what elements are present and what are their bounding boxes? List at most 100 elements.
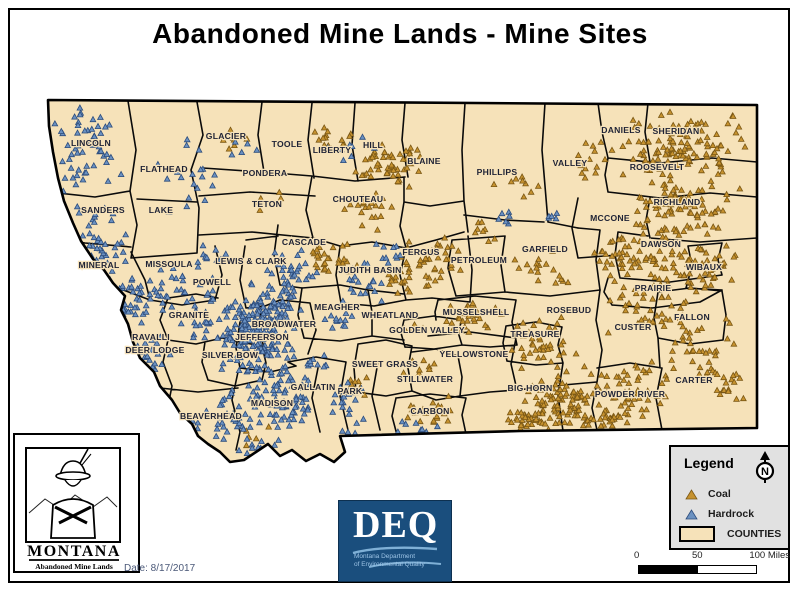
mine-site-coal (431, 277, 439, 284)
mine-site-coal (703, 139, 711, 147)
mine-site-coal (532, 415, 540, 422)
mine-site-hardrock (209, 279, 216, 286)
mine-site-coal (386, 280, 394, 287)
mine-site-hardrock (189, 170, 196, 177)
mine-site-hardrock (105, 299, 113, 307)
mine-site-coal (684, 120, 692, 127)
mine-site-coal (635, 394, 643, 401)
mine-site-coal (682, 327, 690, 334)
mine-site-hardrock (133, 362, 141, 369)
mine-site-hardrock (231, 320, 239, 328)
mine-site-hardrock (197, 165, 205, 173)
legend-title: Legend (684, 455, 734, 471)
mine-site-hardrock (235, 402, 243, 410)
mine-site-hardrock (90, 313, 98, 320)
county-label: BEAVERHEAD (180, 411, 242, 421)
mine-site-coal (692, 287, 700, 295)
county-label: DANIELS (601, 125, 640, 135)
mine-site-hardrock (398, 417, 406, 425)
mine-site-coal (668, 144, 675, 152)
mine-site-hardrock (89, 316, 96, 323)
mine-site-coal (433, 244, 441, 251)
county-label: GOLDEN VALLEY (389, 325, 465, 335)
mine-site-hardrock (69, 258, 76, 266)
mine-site-coal (422, 272, 430, 279)
mine-site-coal (634, 376, 642, 383)
mine-site-hardrock (142, 346, 150, 354)
mine-site-hardrock (243, 449, 251, 456)
mine-site-hardrock (340, 393, 348, 400)
mine-site-hardrock (264, 318, 272, 325)
mine-site-coal (536, 386, 544, 393)
mine-site-coal (361, 391, 369, 398)
mine-site-coal (687, 117, 695, 124)
mine-site-hardrock (199, 241, 207, 249)
mine-site-coal (368, 213, 376, 220)
mine-site-coal (256, 206, 264, 213)
mine-site-hardrock (280, 279, 288, 287)
mine-site-coal (621, 409, 629, 416)
mine-site-coal (638, 405, 646, 413)
mine-site-hardrock (256, 418, 263, 426)
mine-site-coal (425, 365, 433, 372)
mine-site-hardrock (153, 339, 161, 346)
county-label: POWDER RIVER (595, 389, 666, 399)
mine-site-coal (447, 261, 455, 268)
mine-site-hardrock (364, 260, 371, 267)
mine-site-coal (407, 159, 415, 167)
mine-site-hardrock (151, 359, 159, 367)
mine-site-coal (444, 417, 452, 424)
mine-site-hardrock (97, 129, 105, 136)
mine-site-hardrock (392, 252, 400, 259)
mine-site-hardrock (231, 313, 239, 320)
mine-site-hardrock (221, 341, 229, 348)
mine-site-coal (595, 401, 603, 408)
mine-site-coal (629, 155, 637, 162)
mine-site-hardrock (274, 260, 282, 268)
mine-site-coal (405, 268, 413, 275)
county-label: LEWIS & CLARK (215, 256, 287, 266)
mine-site-coal (716, 390, 724, 397)
mine-site-coal (662, 315, 670, 322)
mine-site-coal (440, 409, 448, 417)
mine-site-hardrock (267, 368, 275, 375)
mine-site-coal (684, 278, 692, 285)
mine-site-coal (684, 132, 692, 140)
mine-site-hardrock (347, 285, 355, 292)
mine-site-coal (559, 409, 567, 416)
mine-site-hardrock (289, 408, 297, 415)
mine-site-hardrock (241, 329, 248, 336)
mine-site-hardrock (220, 423, 228, 430)
mine-site-hardrock (362, 289, 369, 296)
mine-site-coal (553, 401, 561, 409)
mine-site-coal (664, 208, 672, 215)
mine-site-hardrock (299, 405, 307, 412)
mine-site-hardrock (320, 351, 328, 358)
mine-site-coal (478, 218, 486, 225)
mine-site-coal (404, 413, 412, 421)
mine-site-coal (642, 197, 650, 205)
mine-site-coal (680, 299, 688, 306)
mine-site-coal (415, 369, 423, 376)
county-label: GALLATIN (291, 382, 336, 392)
mine-site-hardrock (346, 275, 354, 283)
mine-site-coal (686, 189, 694, 196)
mine-site-hardrock (278, 369, 286, 377)
mine-site-hardrock (238, 148, 246, 155)
mine-site-coal (557, 275, 565, 282)
mine-site-coal (378, 202, 385, 209)
mine-site-coal (723, 190, 731, 197)
mine-site-coal (506, 408, 514, 416)
county-label: BLAINE (407, 156, 441, 166)
mine-site-coal (652, 260, 660, 267)
mine-site-hardrock (330, 398, 338, 406)
mine-site-hardrock (139, 381, 147, 388)
mine-site-hardrock (347, 152, 355, 159)
mine-site-coal (229, 134, 237, 141)
mine-site-coal (685, 156, 693, 164)
county-label: MINERAL (79, 260, 120, 270)
mine-site-coal (678, 253, 686, 260)
mine-site-coal (623, 270, 631, 277)
mine-site-hardrock (300, 410, 308, 417)
